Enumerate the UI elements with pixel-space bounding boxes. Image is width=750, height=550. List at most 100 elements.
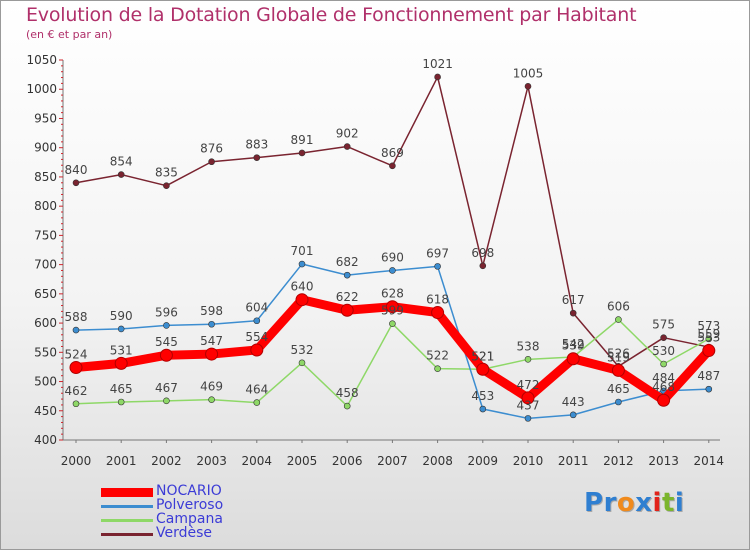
x-tick-label: 2011 [558, 454, 589, 468]
data-label: 519 [607, 350, 630, 364]
data-label: 869 [381, 146, 404, 160]
data-label: 617 [562, 293, 585, 307]
data-label: 542 [562, 337, 585, 351]
data-point [566, 352, 580, 366]
data-point [479, 262, 487, 270]
data-label: 1005 [513, 66, 544, 80]
data-label: 468 [652, 380, 675, 394]
logo-letter: i [674, 488, 685, 518]
data-label: 443 [562, 395, 585, 409]
data-point [389, 267, 396, 274]
data-point [524, 415, 532, 422]
data-label: 606 [607, 300, 630, 314]
legend-item-nocario[interactable]: NOCARIO [101, 484, 301, 499]
data-point [117, 325, 125, 333]
data-label: 458 [336, 386, 359, 400]
x-tick-label: 2013 [648, 454, 679, 468]
x-tick-label: 2006 [332, 454, 363, 468]
legend-item-campana[interactable]: Campana [101, 512, 301, 527]
data-label: 522 [426, 349, 449, 363]
legend-item-polveroso[interactable]: Polveroso [101, 497, 301, 513]
data-point [434, 365, 441, 372]
data-label: 521 [471, 349, 494, 363]
data-point [476, 362, 490, 376]
y-tick-label: 950 [34, 111, 57, 125]
chart-subtitle: (en € et par an) [26, 28, 113, 41]
data-point [159, 348, 173, 362]
data-point [253, 154, 261, 161]
data-point [657, 393, 671, 407]
y-tick-label: 900 [34, 141, 57, 155]
logo-letter: x [635, 488, 653, 518]
data-label: 690 [381, 250, 404, 264]
data-point [298, 149, 306, 157]
data-label: 464 [245, 383, 268, 397]
y-tick-label: 700 [34, 258, 57, 272]
data-point [660, 360, 667, 368]
data-label: 640 [291, 280, 314, 294]
data-label: 604 [245, 301, 268, 315]
proxiti-logo: Proxiti [584, 488, 684, 518]
y-tick-label: 800 [34, 199, 57, 213]
data-point [208, 320, 215, 328]
y-tick-label: 850 [34, 170, 57, 184]
logo-letter: t [661, 488, 675, 518]
data-label: 701 [291, 244, 314, 258]
legend-swatch-polveroso [101, 505, 153, 508]
x-tick-label: 2012 [603, 454, 634, 468]
data-label: 588 [65, 310, 88, 324]
y-tick-label: 650 [34, 287, 57, 301]
data-point [72, 326, 80, 334]
data-label: 530 [652, 344, 675, 358]
y-tick-label: 1000 [26, 82, 57, 96]
data-point [611, 363, 625, 377]
data-label: 596 [155, 305, 178, 319]
data-label: 835 [155, 166, 178, 180]
data-point [521, 391, 535, 405]
data-label: 437 [517, 398, 540, 412]
data-label: 840 [65, 163, 88, 177]
data-label: 532 [291, 343, 314, 357]
legend-label-polveroso: Polveroso [156, 497, 224, 513]
data-label: 883 [245, 138, 268, 152]
legend-item-verdese[interactable]: Verdèse [101, 526, 301, 541]
data-label: 545 [155, 335, 178, 349]
data-point [343, 271, 351, 279]
x-tick-label: 2005 [287, 454, 318, 468]
data-label: 854 [110, 155, 133, 169]
data-label: 531 [110, 343, 133, 357]
data-point [705, 385, 713, 393]
data-point [524, 83, 532, 90]
data-label: 682 [336, 255, 359, 269]
x-tick-label: 2002 [151, 454, 182, 468]
data-point [434, 73, 441, 81]
logo-letter: P [584, 488, 604, 518]
data-point [163, 322, 170, 329]
data-point [569, 411, 577, 419]
data-point [343, 402, 351, 410]
data-point [298, 359, 306, 367]
data-label: 547 [200, 334, 223, 348]
data-label: 524 [65, 348, 88, 362]
data-label: 876 [200, 142, 223, 156]
x-tick-label: 2014 [694, 454, 725, 468]
data-point [117, 398, 125, 406]
data-label: 469 [200, 380, 223, 394]
logo-letter: r [603, 488, 617, 518]
legend: NOCARIO Polveroso Campana Verdèse [101, 484, 301, 541]
data-label: 526 [607, 346, 630, 360]
data-label: 484 [652, 371, 675, 385]
x-tick-label: 2001 [106, 454, 137, 468]
data-point [615, 398, 622, 406]
data-point [208, 396, 215, 403]
y-tick-label: 600 [34, 316, 57, 330]
data-label: 472 [517, 378, 540, 392]
data-point [72, 179, 80, 187]
data-point [163, 397, 170, 405]
data-label: 467 [155, 381, 178, 395]
data-point [253, 399, 261, 406]
data-point [114, 356, 128, 370]
data-point [389, 320, 396, 327]
data-point [389, 162, 396, 170]
